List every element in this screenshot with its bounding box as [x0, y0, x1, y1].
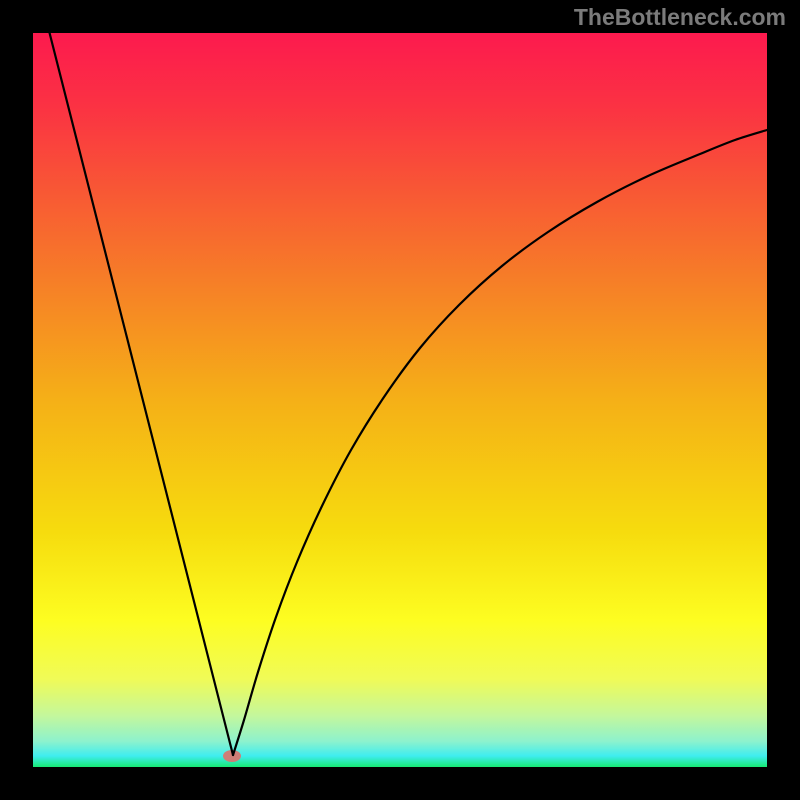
- curve-left-branch: [45, 15, 233, 755]
- curve-right-branch: [233, 130, 767, 755]
- watermark-text: TheBottleneck.com: [574, 4, 786, 31]
- bottleneck-curve: [0, 0, 800, 800]
